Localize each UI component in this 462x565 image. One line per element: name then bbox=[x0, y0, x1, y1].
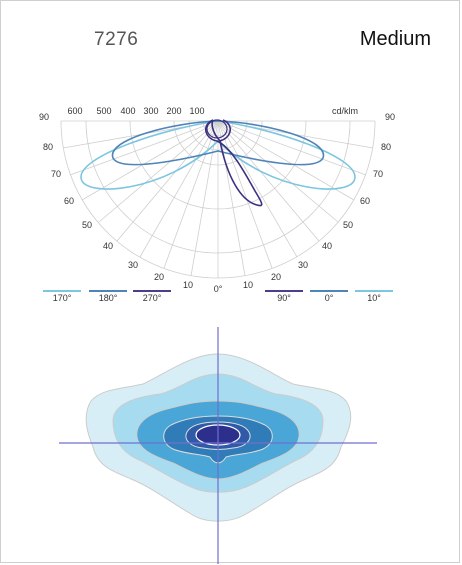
left-angle-20: 20 bbox=[154, 272, 164, 282]
polar-radials bbox=[62, 120, 374, 278]
right-angle-30: 30 bbox=[298, 260, 308, 270]
intensity-tick-600: 600 bbox=[67, 106, 82, 116]
right-angle-labels: 90 80 70 60 50 40 30 20 10 bbox=[243, 112, 395, 290]
left-angle-40: 40 bbox=[103, 241, 113, 251]
polar-legend: 170° 180° 270° 90° 0° 10° bbox=[43, 290, 393, 303]
left-angle-60: 60 bbox=[64, 196, 74, 206]
left-angle-90: 90 bbox=[39, 112, 49, 122]
polar-intensity-diagram: 600 500 400 300 200 100 cd/klm 90 80 70 … bbox=[39, 106, 395, 303]
intensity-tick-100: 100 bbox=[189, 106, 204, 116]
left-angle-80: 80 bbox=[43, 142, 53, 152]
variant-label: Medium bbox=[359, 28, 431, 50]
right-angle-40: 40 bbox=[322, 241, 332, 251]
right-angle-70: 70 bbox=[373, 169, 383, 179]
right-angle-20: 20 bbox=[271, 272, 281, 282]
right-angle-60: 60 bbox=[360, 196, 370, 206]
left-angle-10: 10 bbox=[183, 280, 193, 290]
legend-label-0: 0° bbox=[325, 293, 334, 303]
unit-label: cd/klm bbox=[332, 106, 358, 116]
intensity-tick-300: 300 bbox=[143, 106, 158, 116]
legend-label-180: 180° bbox=[99, 293, 118, 303]
legend-label-90: 90° bbox=[277, 293, 291, 303]
curve-center-blob bbox=[206, 119, 228, 139]
right-angle-90: 90 bbox=[385, 112, 395, 122]
intensity-tick-200: 200 bbox=[166, 106, 181, 116]
legend-label-270: 270° bbox=[143, 293, 162, 303]
left-angle-50: 50 bbox=[82, 220, 92, 230]
nadir-label: 0° bbox=[214, 284, 223, 294]
right-angle-50: 50 bbox=[343, 220, 353, 230]
legend-label-170: 170° bbox=[53, 293, 72, 303]
curve-270-90 bbox=[205, 119, 263, 207]
right-angle-10: 10 bbox=[243, 280, 253, 290]
intensity-tick-labels: 600 500 400 300 200 100 bbox=[67, 106, 204, 116]
curve-180-0 bbox=[111, 120, 325, 166]
left-angle-labels: 90 80 70 60 50 40 30 20 10 bbox=[39, 112, 193, 290]
left-angle-70: 70 bbox=[51, 169, 61, 179]
intensity-tick-400: 400 bbox=[120, 106, 135, 116]
intensity-tick-500: 500 bbox=[96, 106, 111, 116]
left-angle-30: 30 bbox=[128, 260, 138, 270]
product-code: 7276 bbox=[94, 29, 139, 50]
polar-grid bbox=[60, 120, 376, 279]
isolux-diagram bbox=[59, 327, 377, 564]
right-angle-80: 80 bbox=[381, 142, 391, 152]
legend-label-10: 10° bbox=[367, 293, 381, 303]
